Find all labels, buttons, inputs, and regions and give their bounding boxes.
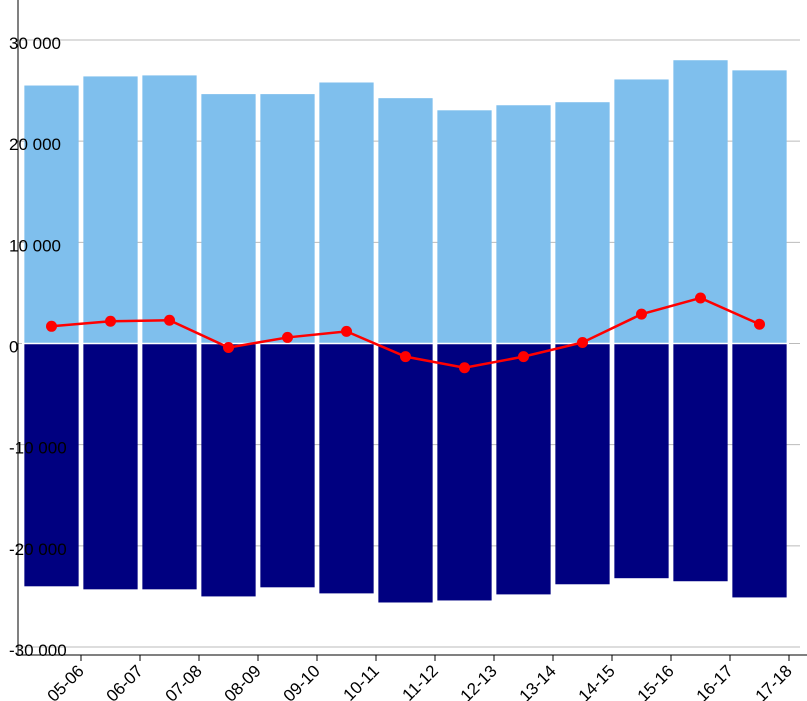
point bbox=[400, 351, 411, 363]
bar bbox=[614, 343, 669, 579]
bar bbox=[496, 105, 551, 344]
point bbox=[636, 308, 647, 320]
bar bbox=[260, 94, 315, 344]
bar bbox=[142, 343, 197, 590]
x-tick-label: 11-12 bbox=[399, 661, 442, 701]
y-tick-label: 20 000 bbox=[9, 135, 61, 154]
point bbox=[459, 362, 470, 374]
x-tick-label: 07-08 bbox=[162, 661, 206, 701]
bar bbox=[319, 82, 374, 344]
y-tick-label: -20 000 bbox=[9, 540, 67, 559]
x-tick-label: 10-11 bbox=[340, 661, 383, 701]
y-tick-label: -30 000 bbox=[9, 641, 67, 660]
bar bbox=[732, 70, 787, 344]
bar bbox=[437, 110, 492, 344]
bar bbox=[83, 343, 138, 590]
bar bbox=[260, 343, 315, 588]
x-tick-label: 15-16 bbox=[634, 661, 678, 701]
bar bbox=[496, 343, 551, 595]
point bbox=[341, 325, 352, 337]
bar bbox=[24, 343, 79, 587]
point bbox=[223, 342, 234, 354]
bar bbox=[201, 94, 256, 344]
x-tick-label: 08-09 bbox=[221, 661, 265, 701]
bar bbox=[201, 343, 256, 597]
bar bbox=[555, 343, 610, 585]
bar bbox=[437, 343, 492, 601]
x-tick-label: 16-17 bbox=[693, 661, 737, 701]
bars bbox=[24, 60, 787, 603]
bar bbox=[614, 79, 669, 344]
y-tick-label: -10 000 bbox=[9, 439, 67, 458]
x-tick-label: 13-14 bbox=[516, 661, 560, 701]
x-tick-label: 14-15 bbox=[575, 661, 619, 701]
bar bbox=[378, 343, 433, 603]
bar bbox=[732, 343, 787, 598]
point bbox=[754, 318, 765, 330]
y-tick-label: 10 000 bbox=[9, 236, 61, 255]
point bbox=[164, 314, 175, 326]
point bbox=[282, 331, 293, 343]
point bbox=[105, 315, 116, 327]
point bbox=[518, 351, 529, 363]
bar bbox=[555, 102, 610, 344]
bar bbox=[319, 343, 374, 594]
bar bbox=[24, 85, 79, 344]
point bbox=[46, 320, 57, 332]
bar bbox=[83, 76, 138, 344]
y-tick-label: 30 000 bbox=[9, 34, 61, 53]
point bbox=[695, 292, 706, 304]
point bbox=[577, 336, 588, 348]
x-tick-label: 17-18 bbox=[752, 661, 796, 701]
x-tick-label: 05-06 bbox=[44, 661, 88, 701]
bar bbox=[378, 98, 433, 344]
x-tick-label: 12-13 bbox=[457, 661, 501, 701]
bar bbox=[673, 343, 728, 582]
bar bbox=[142, 75, 197, 344]
x-tick-label: 06-07 bbox=[103, 661, 147, 701]
x-tick-label: 09-10 bbox=[280, 661, 324, 701]
lines bbox=[46, 292, 765, 374]
y-tick-label: 0 bbox=[9, 338, 18, 357]
